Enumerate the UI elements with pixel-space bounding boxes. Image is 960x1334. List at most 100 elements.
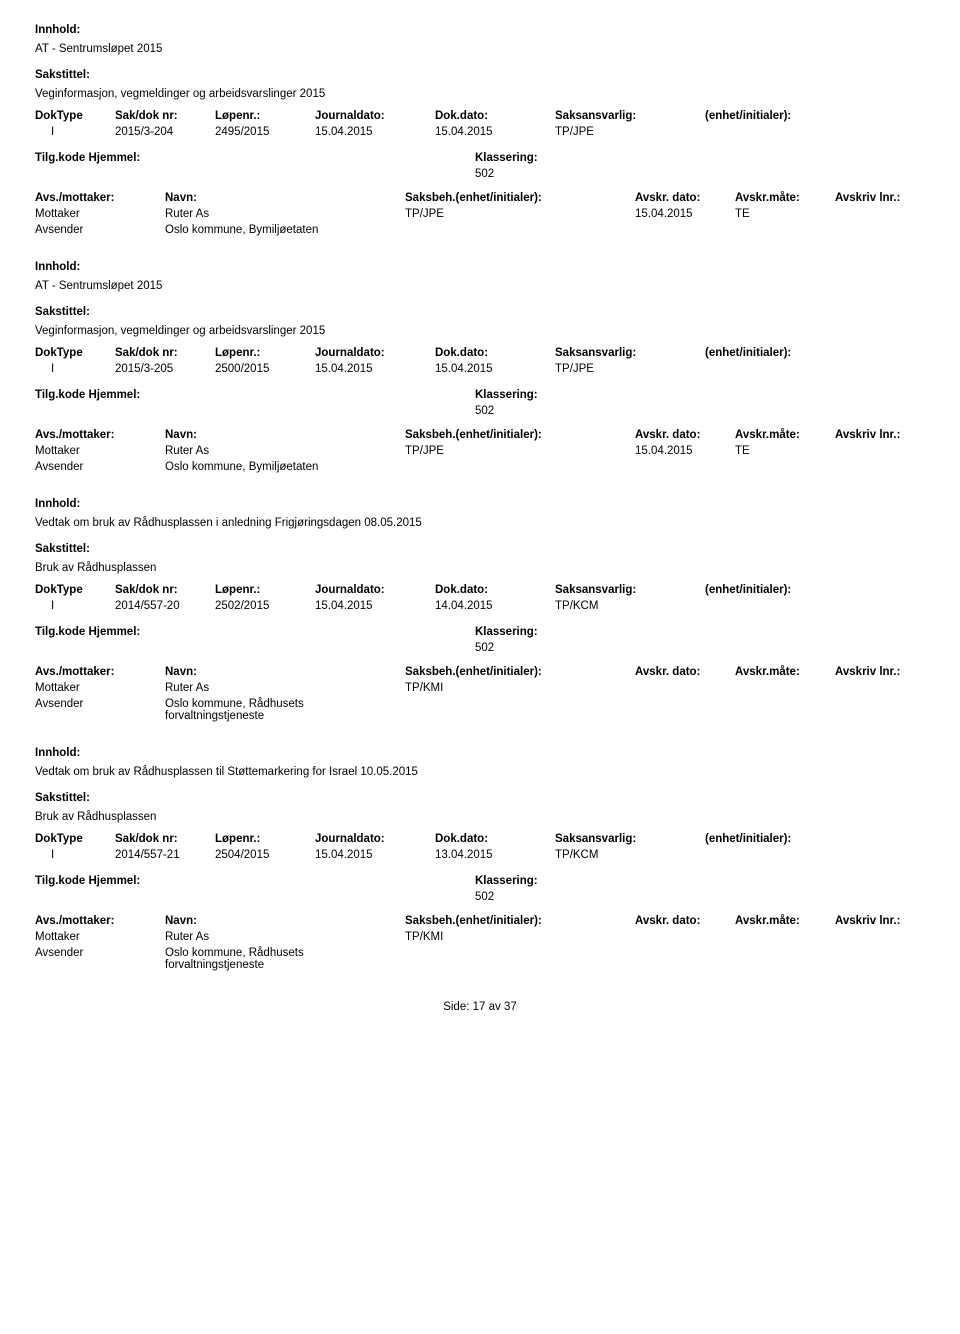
party-role: Mottaker bbox=[35, 931, 165, 943]
saksbeh-label: Saksbeh.(enhet/initialer): bbox=[405, 915, 635, 927]
klassering-label: Klassering: bbox=[475, 626, 775, 638]
doktype-label: DokType bbox=[35, 584, 115, 596]
party-name: Ruter As bbox=[165, 682, 405, 694]
innhold-label: Innhold: bbox=[35, 24, 925, 36]
doktype-label: DokType bbox=[35, 833, 115, 845]
tilgkode-value bbox=[35, 168, 475, 180]
innhold-text: AT - Sentrumsløpet 2015 bbox=[35, 43, 925, 55]
journaldato-label: Journaldato: bbox=[315, 584, 435, 596]
sakstittel-text: Veginformasjon, vegmeldinger og arbeidsv… bbox=[35, 325, 925, 337]
party-avskrmate bbox=[735, 224, 835, 236]
sakdoknr-label: Sak/dok nr: bbox=[115, 347, 215, 359]
avskrdato-label: Avskr. dato: bbox=[635, 915, 735, 927]
journaldato-value: 15.04.2015 bbox=[315, 600, 435, 612]
party-name: Oslo kommune, Bymiljøetaten bbox=[165, 461, 405, 473]
innhold-text: Vedtak om bruk av Rådhusplassen i anledn… bbox=[35, 517, 925, 529]
avskrivlnr-label: Avskriv lnr.: bbox=[835, 429, 935, 441]
navn-label: Navn: bbox=[165, 915, 405, 927]
dokdato-label: Dok.dato: bbox=[435, 110, 555, 122]
navn-label: Navn: bbox=[165, 192, 405, 204]
party-saksbeh bbox=[405, 224, 635, 236]
journal-record: Innhold:Vedtak om bruk av Rådhusplassen … bbox=[35, 498, 925, 722]
party-role: Avsender bbox=[35, 461, 165, 473]
avsmottaker-label: Avs./mottaker: bbox=[35, 915, 165, 927]
saksansvarlig-label: Saksansvarlig: bbox=[555, 110, 705, 122]
party-row: MottakerRuter AsTP/JPE15.04.2015TE bbox=[35, 445, 925, 457]
party-role: Avsender bbox=[35, 698, 165, 722]
saksansvarlig-value: TP/JPE bbox=[555, 126, 705, 138]
avskrmate-label: Avskr.måte: bbox=[735, 915, 835, 927]
lopenr-value: 2502/2015 bbox=[215, 600, 315, 612]
avskrivlnr-label: Avskriv lnr.: bbox=[835, 666, 935, 678]
enhet-label: (enhet/initialer): bbox=[705, 110, 885, 122]
party-name: Oslo kommune, Rådhusets forvaltningstjen… bbox=[165, 947, 405, 971]
avskrmate-label: Avskr.måte: bbox=[735, 192, 835, 204]
sakdoknr-label: Sak/dok nr: bbox=[115, 833, 215, 845]
footer-side-label: Side: bbox=[443, 1001, 469, 1013]
journaldato-label: Journaldato: bbox=[315, 347, 435, 359]
innhold-label: Innhold: bbox=[35, 261, 925, 273]
party-row: MottakerRuter AsTP/JPE15.04.2015TE bbox=[35, 208, 925, 220]
footer-total: 37 bbox=[504, 1001, 517, 1013]
party-avskrdato bbox=[635, 461, 735, 473]
lopenr-value: 2504/2015 bbox=[215, 849, 315, 861]
journal-record: Innhold:Vedtak om bruk av Rådhusplassen … bbox=[35, 747, 925, 971]
avskrdato-label: Avskr. dato: bbox=[635, 429, 735, 441]
enhet-value bbox=[705, 849, 885, 861]
doktype-value: I bbox=[35, 126, 115, 138]
enhet-label: (enhet/initialer): bbox=[705, 347, 885, 359]
sakdoknr-label: Sak/dok nr: bbox=[115, 584, 215, 596]
sakdoknr-label: Sak/dok nr: bbox=[115, 110, 215, 122]
klassering-label: Klassering: bbox=[475, 152, 775, 164]
doktype-value: I bbox=[35, 600, 115, 612]
journaldato-label: Journaldato: bbox=[315, 110, 435, 122]
footer-av-label: av bbox=[489, 1001, 501, 1013]
page-footer: Side: 17 av 37 bbox=[35, 1001, 925, 1013]
avsmottaker-label: Avs./mottaker: bbox=[35, 192, 165, 204]
party-saksbeh bbox=[405, 698, 635, 722]
lopenr-label: Løpenr.: bbox=[215, 110, 315, 122]
saksansvarlig-value: TP/KCM bbox=[555, 600, 705, 612]
tilgkode-hjemmel-label: Tilg.kode Hjemmel: bbox=[35, 152, 475, 164]
sakstittel-label: Sakstittel: bbox=[35, 69, 925, 81]
party-row: MottakerRuter AsTP/KMI bbox=[35, 682, 925, 694]
party-role: Avsender bbox=[35, 224, 165, 236]
journaldato-value: 15.04.2015 bbox=[315, 363, 435, 375]
dokdato-value: 13.04.2015 bbox=[435, 849, 555, 861]
party-avskrivlnr bbox=[835, 698, 935, 722]
dokdato-value: 15.04.2015 bbox=[435, 363, 555, 375]
party-avskrmate bbox=[735, 682, 835, 694]
lopenr-label: Løpenr.: bbox=[215, 347, 315, 359]
enhet-value bbox=[705, 126, 885, 138]
sakstittel-label: Sakstittel: bbox=[35, 543, 925, 555]
party-avskrdato bbox=[635, 224, 735, 236]
doktype-label: DokType bbox=[35, 110, 115, 122]
journal-record: Innhold:AT - Sentrumsløpet 2015Sakstitte… bbox=[35, 261, 925, 473]
party-avskrmate: TE bbox=[735, 208, 835, 220]
sakstittel-label: Sakstittel: bbox=[35, 792, 925, 804]
party-row: AvsenderOslo kommune, Bymiljøetaten bbox=[35, 224, 925, 236]
party-row: AvsenderOslo kommune, Rådhusets forvaltn… bbox=[35, 947, 925, 971]
sakstittel-text: Veginformasjon, vegmeldinger og arbeidsv… bbox=[35, 88, 925, 100]
sakstittel-text: Bruk av Rådhusplassen bbox=[35, 811, 925, 823]
party-name: Oslo kommune, Bymiljøetaten bbox=[165, 224, 405, 236]
sakdoknr-value: 2014/557-20 bbox=[115, 600, 215, 612]
tilgkode-value bbox=[35, 891, 475, 903]
party-saksbeh: TP/JPE bbox=[405, 208, 635, 220]
party-avskrdato bbox=[635, 931, 735, 943]
dokdato-label: Dok.dato: bbox=[435, 584, 555, 596]
enhet-value bbox=[705, 600, 885, 612]
dokdato-value: 15.04.2015 bbox=[435, 126, 555, 138]
navn-label: Navn: bbox=[165, 666, 405, 678]
saksansvarlig-label: Saksansvarlig: bbox=[555, 347, 705, 359]
party-avskrdato bbox=[635, 698, 735, 722]
saksbeh-label: Saksbeh.(enhet/initialer): bbox=[405, 192, 635, 204]
party-role: Avsender bbox=[35, 947, 165, 971]
tilgkode-value bbox=[35, 405, 475, 417]
party-avskrdato bbox=[635, 947, 735, 971]
avskrdato-label: Avskr. dato: bbox=[635, 666, 735, 678]
sakdoknr-value: 2015/3-205 bbox=[115, 363, 215, 375]
party-avskrdato bbox=[635, 682, 735, 694]
avskrivlnr-label: Avskriv lnr.: bbox=[835, 915, 935, 927]
journaldato-label: Journaldato: bbox=[315, 833, 435, 845]
